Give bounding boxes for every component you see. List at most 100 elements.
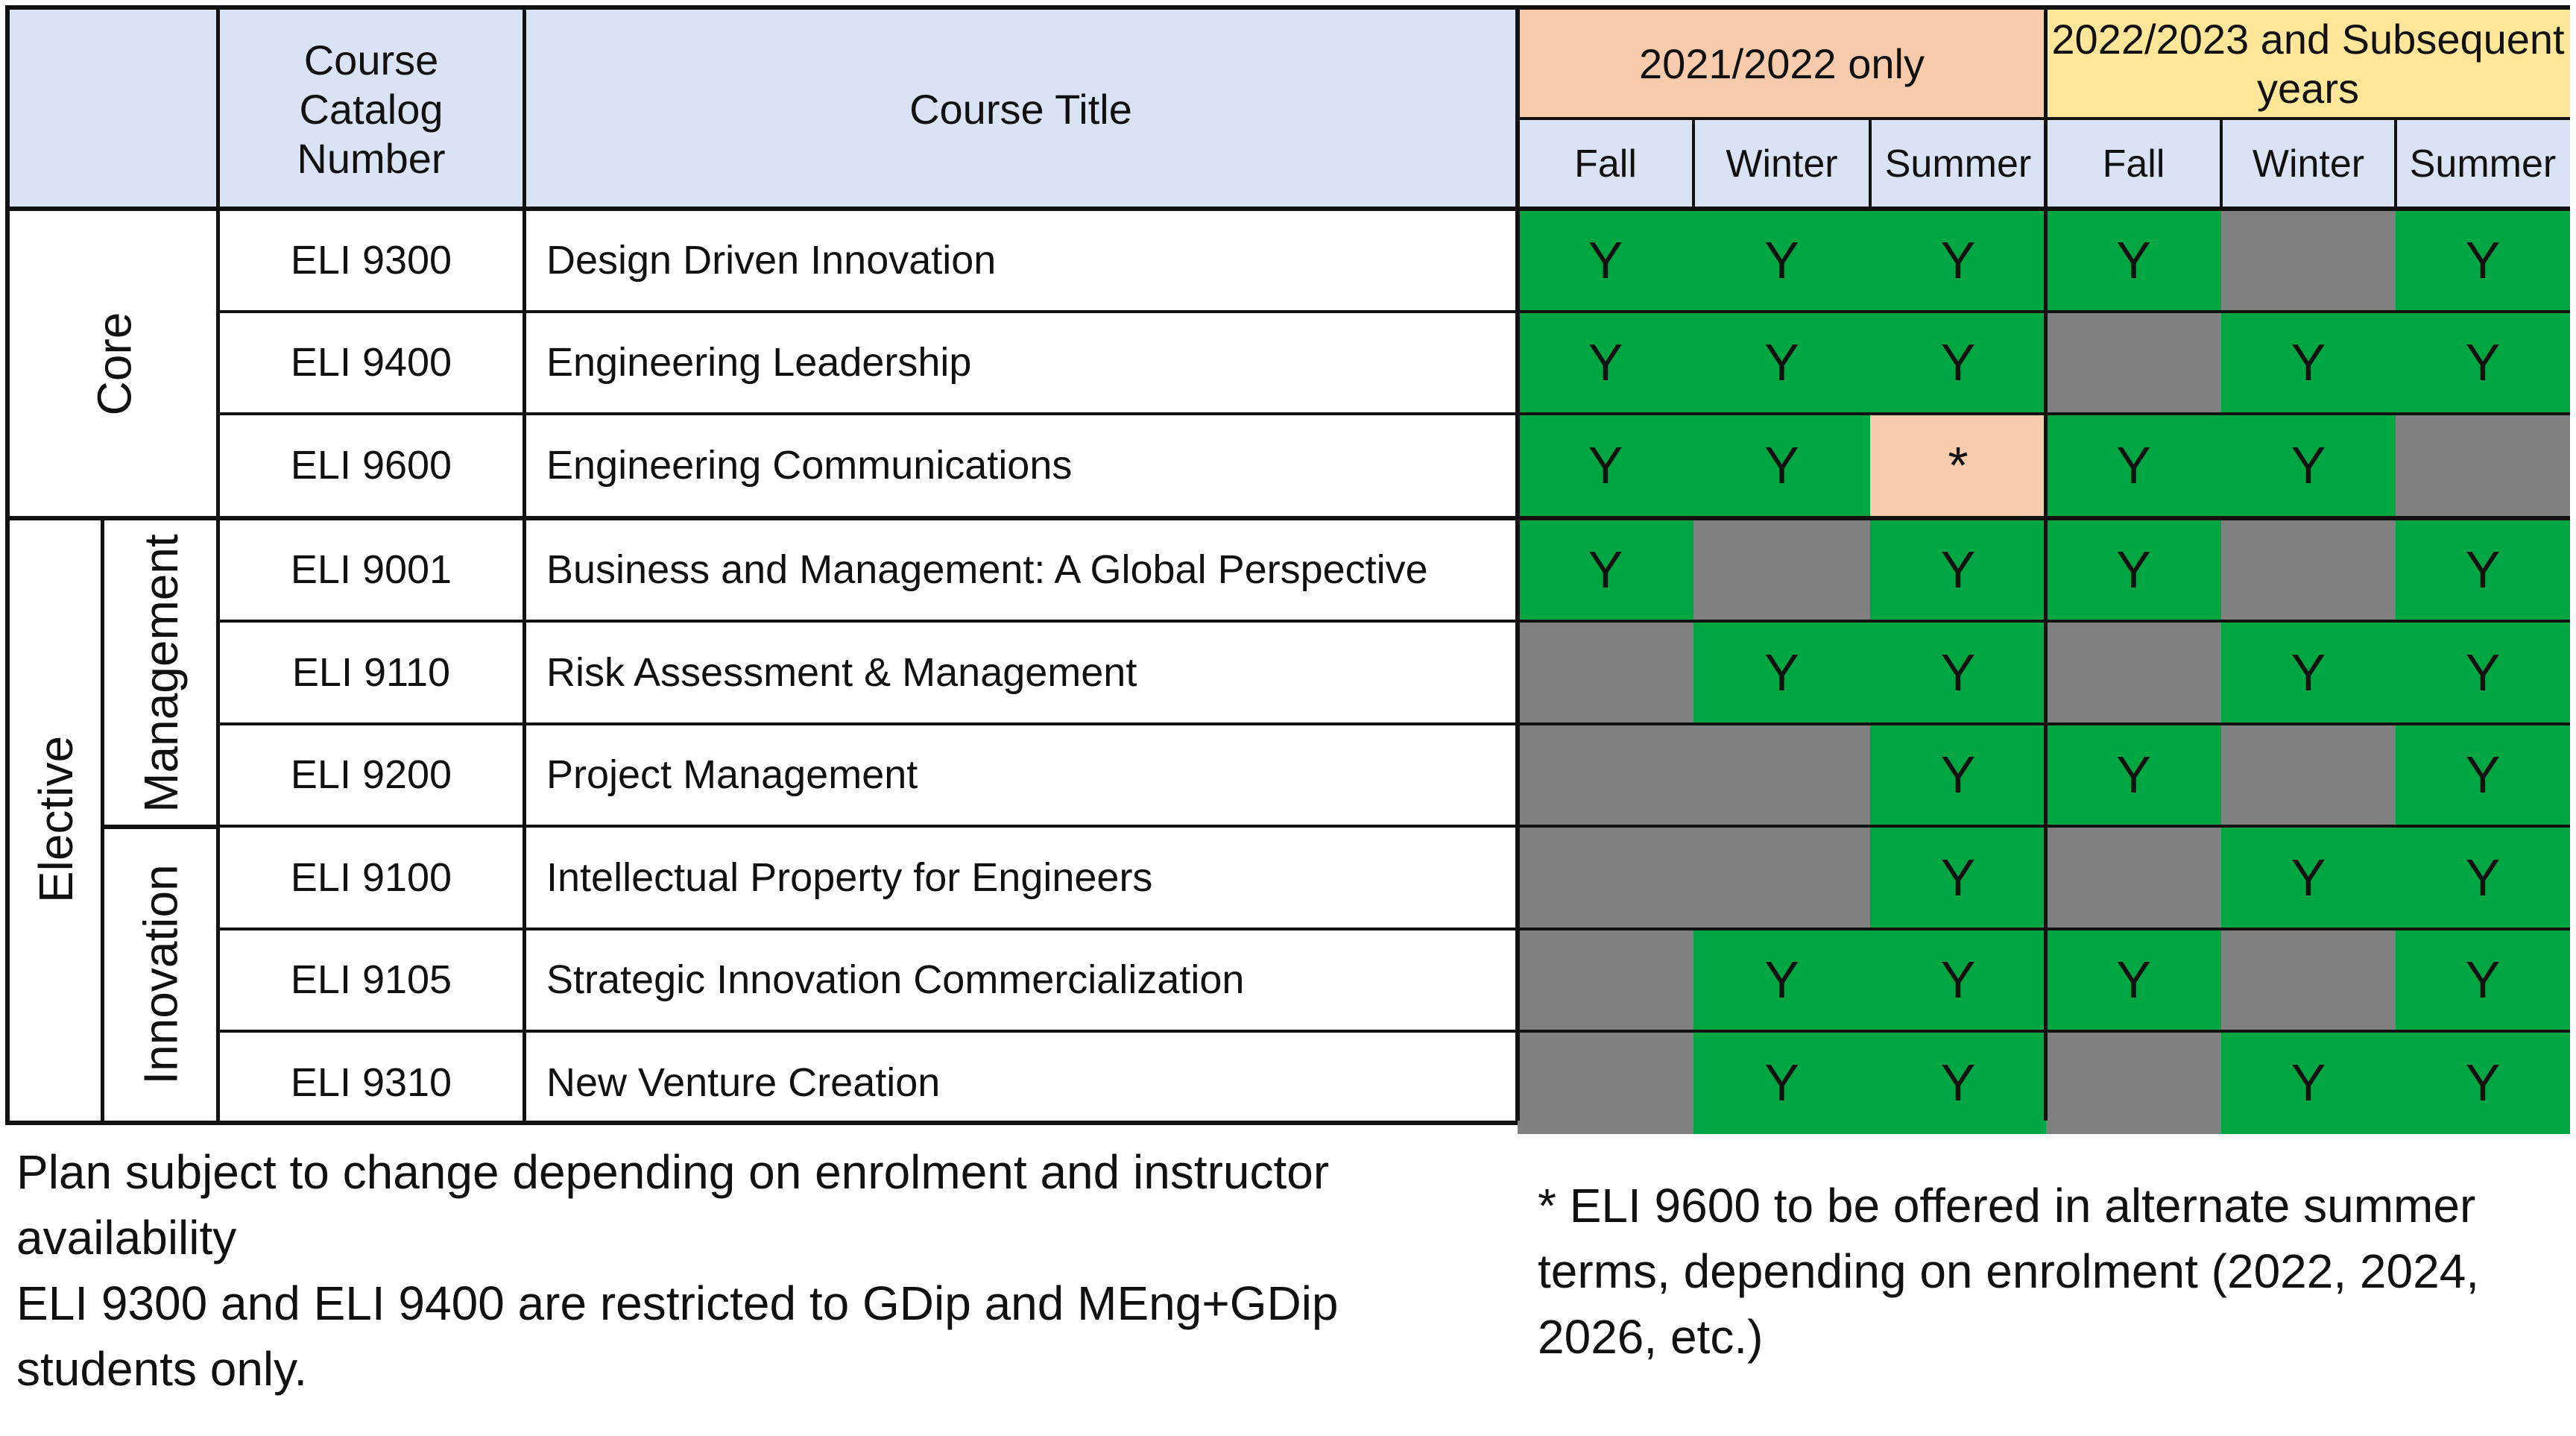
grid-line (10, 207, 2570, 211)
header-term-2021-winter: Winter (1693, 119, 1870, 209)
availability-cell-offered: Y (1870, 826, 2046, 929)
availability-cell-offered: Y (1870, 723, 2046, 826)
course-code: ELI 9110 (291, 649, 451, 695)
availability-cell-offered: Y (2046, 414, 2221, 517)
availability-cell-offered: Y (2221, 826, 2396, 929)
note-line: ELI 9300 and ELI 9400 are restricted to … (16, 1276, 1339, 1330)
availability-cell-offered: Y (2396, 1031, 2570, 1134)
header-term-2021-fall: Fall (1518, 119, 1693, 209)
header-catalog-number: Course Catalog Number (218, 10, 524, 209)
grid-line (218, 309, 2570, 313)
availability-cell-offered: Y (1518, 311, 1693, 414)
course-code: ELI 9400 (290, 340, 452, 385)
group-label-management: Management (133, 533, 188, 813)
availability-cell-offered: Y (2396, 621, 2570, 724)
course-title: Strategic Innovation Commercialization (546, 957, 1245, 1003)
grid-line (103, 825, 2570, 828)
grid-line (10, 516, 2570, 520)
availability-cell-offered: Y (1518, 209, 1693, 312)
availability-cell-alternate: * (1870, 414, 2046, 517)
availability-cell-offered: Y (1693, 311, 1870, 414)
availability-cell-not-offered (2046, 826, 2221, 929)
availability-cell-offered: Y (1870, 209, 2046, 312)
note-line: Plan subject to change depending on enro… (16, 1145, 1330, 1199)
header-term-2022-summer: Summer (2396, 119, 2570, 209)
availability-cell-offered: Y (2396, 928, 2570, 1031)
availability-cell-offered: Y (1870, 1031, 2046, 1134)
grid-line (218, 927, 2570, 930)
course-code: ELI 9300 (290, 237, 452, 283)
group-label-elective: Elective (29, 735, 83, 904)
availability-cell-offered: Y (1693, 414, 1870, 517)
grid-line (218, 620, 2570, 623)
availability-cell-offered: Y (1870, 621, 2046, 724)
header-term-2022-winter: Winter (2221, 119, 2396, 209)
course-title: Intellectual Property for Engineers (546, 854, 1153, 900)
header-corner (10, 10, 218, 209)
course-code: ELI 9310 (290, 1059, 452, 1105)
grid-line (1515, 10, 1520, 1121)
grid-line (2044, 10, 2048, 1121)
grid-line (523, 10, 526, 1121)
course-code: ELI 9100 (290, 854, 452, 900)
course-offering-table: Course Catalog Number Course Title 2021/… (5, 5, 2570, 1134)
course-code: ELI 9600 (290, 442, 452, 488)
header-term-2021-summer: Summer (1870, 119, 2046, 209)
availability-cell-not-offered (2046, 311, 2221, 414)
note-line: students only. (16, 1342, 308, 1396)
course-title: Engineering Communications (546, 442, 1073, 488)
course-title: Design Driven Innovation (546, 237, 997, 283)
availability-cell-offered: Y (1693, 621, 1870, 724)
note-right: * ELI 9600 to be offered in alternate su… (1538, 1173, 2574, 1370)
grid-line (101, 518, 104, 1121)
availability-cell-not-offered (1518, 621, 1693, 724)
availability-cell-offered: Y (2046, 928, 2221, 1031)
availability-cell-not-offered (2221, 928, 2396, 1031)
availability-cell-offered: Y (2046, 723, 2221, 826)
availability-cell-offered: Y (2396, 826, 2570, 929)
availability-cell-offered: Y (1870, 928, 2046, 1031)
course-title: Business and Management: A Global Perspe… (546, 547, 1428, 593)
course-title: New Venture Creation (546, 1059, 941, 1105)
course-title: Risk Assessment & Management (546, 649, 1137, 695)
availability-cell-offered: Y (1693, 1031, 1870, 1134)
course-code: ELI 9105 (290, 957, 452, 1003)
group-label-innovation: Innovation (133, 863, 188, 1085)
availability-cell-offered: Y (2046, 518, 2221, 621)
availability-cell-offered: Y (2221, 1031, 2396, 1134)
availability-cell-offered: Y (2221, 311, 2396, 414)
note-left: Plan subject to change depending on enro… (16, 1139, 1477, 1402)
grid-line (218, 722, 2570, 725)
availability-cell-not-offered (2221, 209, 2396, 312)
availability-cell-not-offered (1518, 826, 1693, 929)
availability-cell-not-offered (1518, 723, 1693, 826)
availability-cell-offered: Y (1870, 518, 2046, 621)
course-title: Project Management (546, 752, 918, 798)
grid-line (216, 10, 220, 1121)
availability-cell-offered: Y (2046, 209, 2221, 312)
availability-cell-not-offered (2046, 621, 2221, 724)
course-title: Engineering Leadership (546, 340, 972, 385)
note-line: terms, depending on enrolment (2022, 202… (1538, 1244, 2480, 1298)
availability-cell-offered: Y (2396, 723, 2570, 826)
availability-cell-offered: Y (1693, 928, 1870, 1031)
header-year-2021-2022: 2021/2022 only (1518, 10, 2046, 119)
availability-cell-not-offered (2396, 414, 2570, 517)
availability-cell-not-offered (1693, 826, 1870, 929)
course-code: ELI 9001 (290, 547, 452, 593)
availability-cell-not-offered (1518, 1031, 1693, 1134)
availability-cell-not-offered (1518, 928, 1693, 1031)
header-course-title: Course Title (524, 10, 1518, 209)
note-line: 2026, etc.) (1538, 1310, 1764, 1364)
availability-cell-offered: Y (2221, 414, 2396, 517)
note-line: * ELI 9600 to be offered in alternate su… (1538, 1179, 2476, 1232)
availability-cell-offered: Y (1518, 414, 1693, 517)
availability-cell-offered: Y (2396, 518, 2570, 621)
course-code: ELI 9200 (290, 752, 452, 798)
header-term-2022-fall: Fall (2046, 119, 2221, 209)
availability-cell-offered: Y (1693, 209, 1870, 312)
group-label-core: Core (87, 312, 141, 415)
availability-cell-offered: Y (2396, 209, 2570, 312)
grid-line (218, 1030, 2570, 1033)
availability-cell-not-offered (1693, 723, 1870, 826)
